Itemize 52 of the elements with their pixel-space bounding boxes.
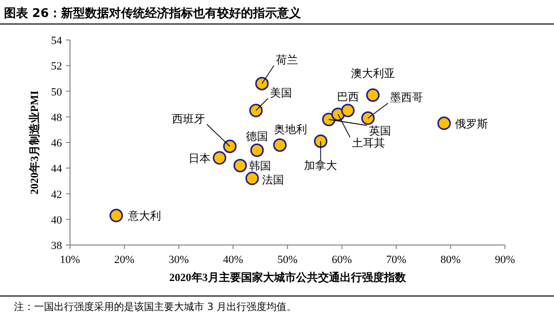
annotation: 日本 [188,152,211,165]
x-tick-label: 60% [332,254,352,266]
y-tick-label: 44 [51,163,62,176]
y-axis-title: 2020年3月制造业PMI [28,90,41,194]
annotation: 意大利 [127,210,162,223]
annotation: 土耳其 [352,136,386,150]
annotation: 加拿大 [304,159,338,172]
annotation: 奥地利 [274,123,307,136]
point [366,88,380,102]
y-tick-label: 38 [51,240,62,252]
y-tick-label: 48 [51,112,62,124]
annotation: 俄罗斯 [455,117,488,130]
point [437,116,451,130]
point [361,111,375,125]
point [273,138,287,152]
point [314,134,328,148]
x-tick-label: 20% [114,254,134,266]
annotation: 澳大利亚 [350,67,395,80]
point [249,104,263,118]
annotation: 荷兰 [276,54,298,67]
point [233,158,247,172]
x-tick-label: 30% [168,254,189,266]
chart-title: 图表 26：新型数据对传统经济指标也有较好的指示意义 [4,6,302,20]
point [250,143,264,157]
annotation: 英国 [368,124,391,138]
y-tick-label: 52 [51,60,62,73]
point [341,104,355,118]
x-tick-label: 80% [440,254,461,266]
annotation: 法国 [262,173,284,186]
x-tick-label: 70% [386,254,406,266]
y-tick-label: 40 [51,214,62,226]
x-axis-title: 2020年3月主要国家大城市公共交通出行强度指数 [169,271,407,284]
annotation: 巴西 [336,90,359,104]
y-tick-label: 46 [51,138,62,150]
x-tick-label: 90% [494,254,516,266]
x-tick-label: 10% [60,254,80,266]
x-tick-label: 40% [223,254,244,266]
annotation: 德国 [246,130,268,144]
y-tick-label: 42 [51,188,62,201]
point [109,208,123,222]
point [223,140,237,154]
x-tick-label: 50% [277,254,298,266]
point [255,76,269,90]
point [245,172,259,186]
y-tick-label: 54 [51,35,62,47]
y-tick-label: 50 [51,86,62,98]
annotation: 西班牙 [172,112,205,126]
point [212,151,226,165]
annotation: 美国 [270,86,292,100]
annotation: 墨西哥 [390,91,423,104]
text: 注：一国出行强度采用的是该国主要大城市 3 月出行强度均值。 [14,301,297,313]
annotation: 韩国 [249,160,272,173]
